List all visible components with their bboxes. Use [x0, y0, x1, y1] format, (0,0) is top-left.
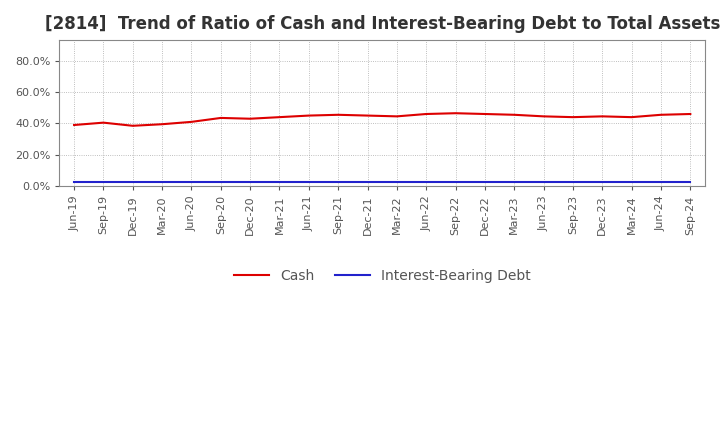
Interest-Bearing Debt [246, 180, 254, 185]
Interest-Bearing Debt [627, 180, 636, 185]
Cash [451, 110, 460, 116]
Cash [217, 115, 225, 121]
Cash [392, 114, 401, 119]
Cash [158, 121, 166, 127]
Interest-Bearing Debt [275, 180, 284, 185]
Legend: Cash, Interest-Bearing Debt: Cash, Interest-Bearing Debt [228, 264, 536, 289]
Interest-Bearing Debt [363, 180, 372, 185]
Title: [2814]  Trend of Ratio of Cash and Interest-Bearing Debt to Total Assets: [2814] Trend of Ratio of Cash and Intere… [45, 15, 720, 33]
Interest-Bearing Debt [217, 180, 225, 185]
Interest-Bearing Debt [422, 180, 431, 185]
Cash [187, 119, 196, 125]
Cash [480, 111, 489, 117]
Cash [657, 112, 665, 117]
Cash [246, 116, 254, 121]
Interest-Bearing Debt [686, 180, 695, 185]
Interest-Bearing Debt [451, 180, 460, 185]
Cash [569, 114, 577, 120]
Interest-Bearing Debt [187, 180, 196, 185]
Cash [128, 123, 137, 128]
Cash [70, 122, 78, 128]
Cash [422, 111, 431, 117]
Interest-Bearing Debt [99, 180, 108, 185]
Cash [627, 114, 636, 120]
Interest-Bearing Debt [70, 180, 78, 185]
Cash [334, 112, 343, 117]
Interest-Bearing Debt [569, 180, 577, 185]
Interest-Bearing Debt [598, 180, 607, 185]
Cash [275, 114, 284, 120]
Interest-Bearing Debt [128, 180, 137, 185]
Interest-Bearing Debt [480, 180, 489, 185]
Cash [510, 112, 518, 117]
Interest-Bearing Debt [334, 180, 343, 185]
Interest-Bearing Debt [305, 180, 313, 185]
Cash [539, 114, 548, 119]
Cash [305, 113, 313, 118]
Cash [598, 114, 607, 119]
Cash [686, 111, 695, 117]
Cash [99, 120, 108, 125]
Line: Cash: Cash [74, 113, 690, 126]
Interest-Bearing Debt [392, 180, 401, 185]
Interest-Bearing Debt [510, 180, 518, 185]
Cash [363, 113, 372, 118]
Interest-Bearing Debt [158, 180, 166, 185]
Interest-Bearing Debt [539, 180, 548, 185]
Interest-Bearing Debt [657, 180, 665, 185]
